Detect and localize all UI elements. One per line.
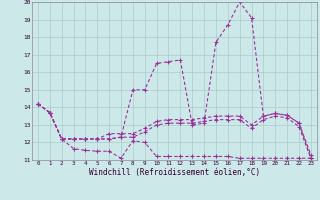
X-axis label: Windchill (Refroidissement éolien,°C): Windchill (Refroidissement éolien,°C) bbox=[89, 168, 260, 177]
